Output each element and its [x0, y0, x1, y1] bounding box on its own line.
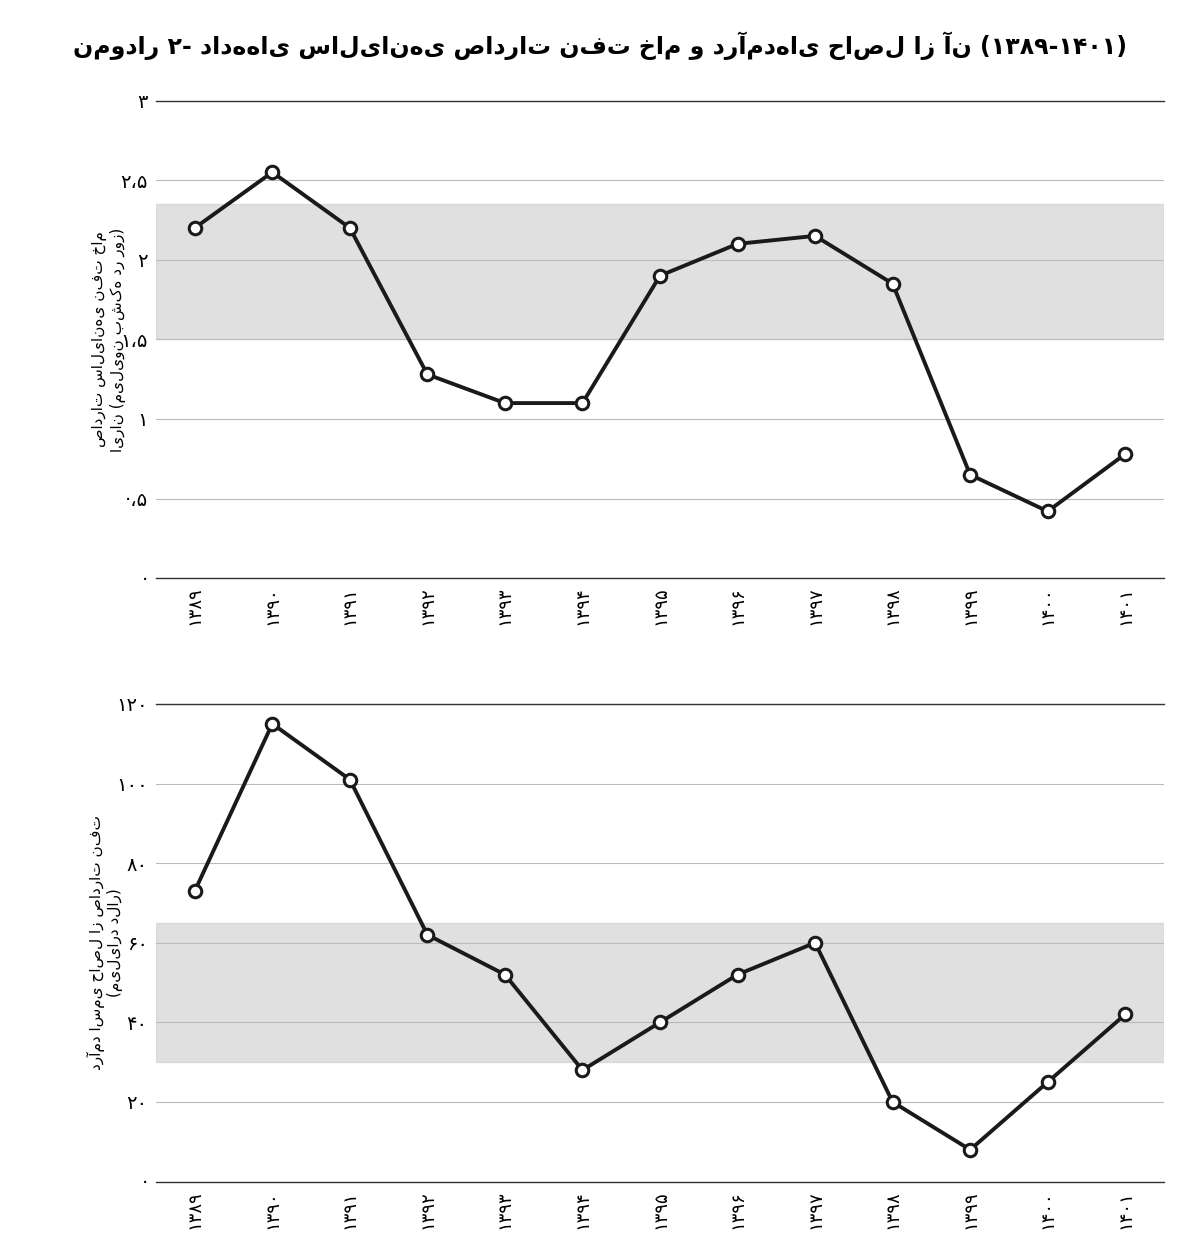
Y-axis label: درآمد اسمی حاصل از صادرات نفت
(میلیارد دلار): درآمد اسمی حاصل از صادرات نفت (میلیارد د… — [86, 816, 124, 1070]
Bar — [156, 204, 1164, 339]
Y-axis label: صادرات سالیانهی نفت خام
ایران (میلیون بشکه در روز): صادرات سالیانهی نفت خام ایران (میلیون بش… — [92, 228, 126, 451]
Text: نمودار ۲- داده‌های سالیانهی صادرات نفت خام و درآمدهای حاصل از آن (۱۳۸۹-۱۴۰۱): نمودار ۲- داده‌های سالیانهی صادرات نفت خ… — [73, 31, 1127, 60]
Bar — [156, 923, 1164, 1062]
